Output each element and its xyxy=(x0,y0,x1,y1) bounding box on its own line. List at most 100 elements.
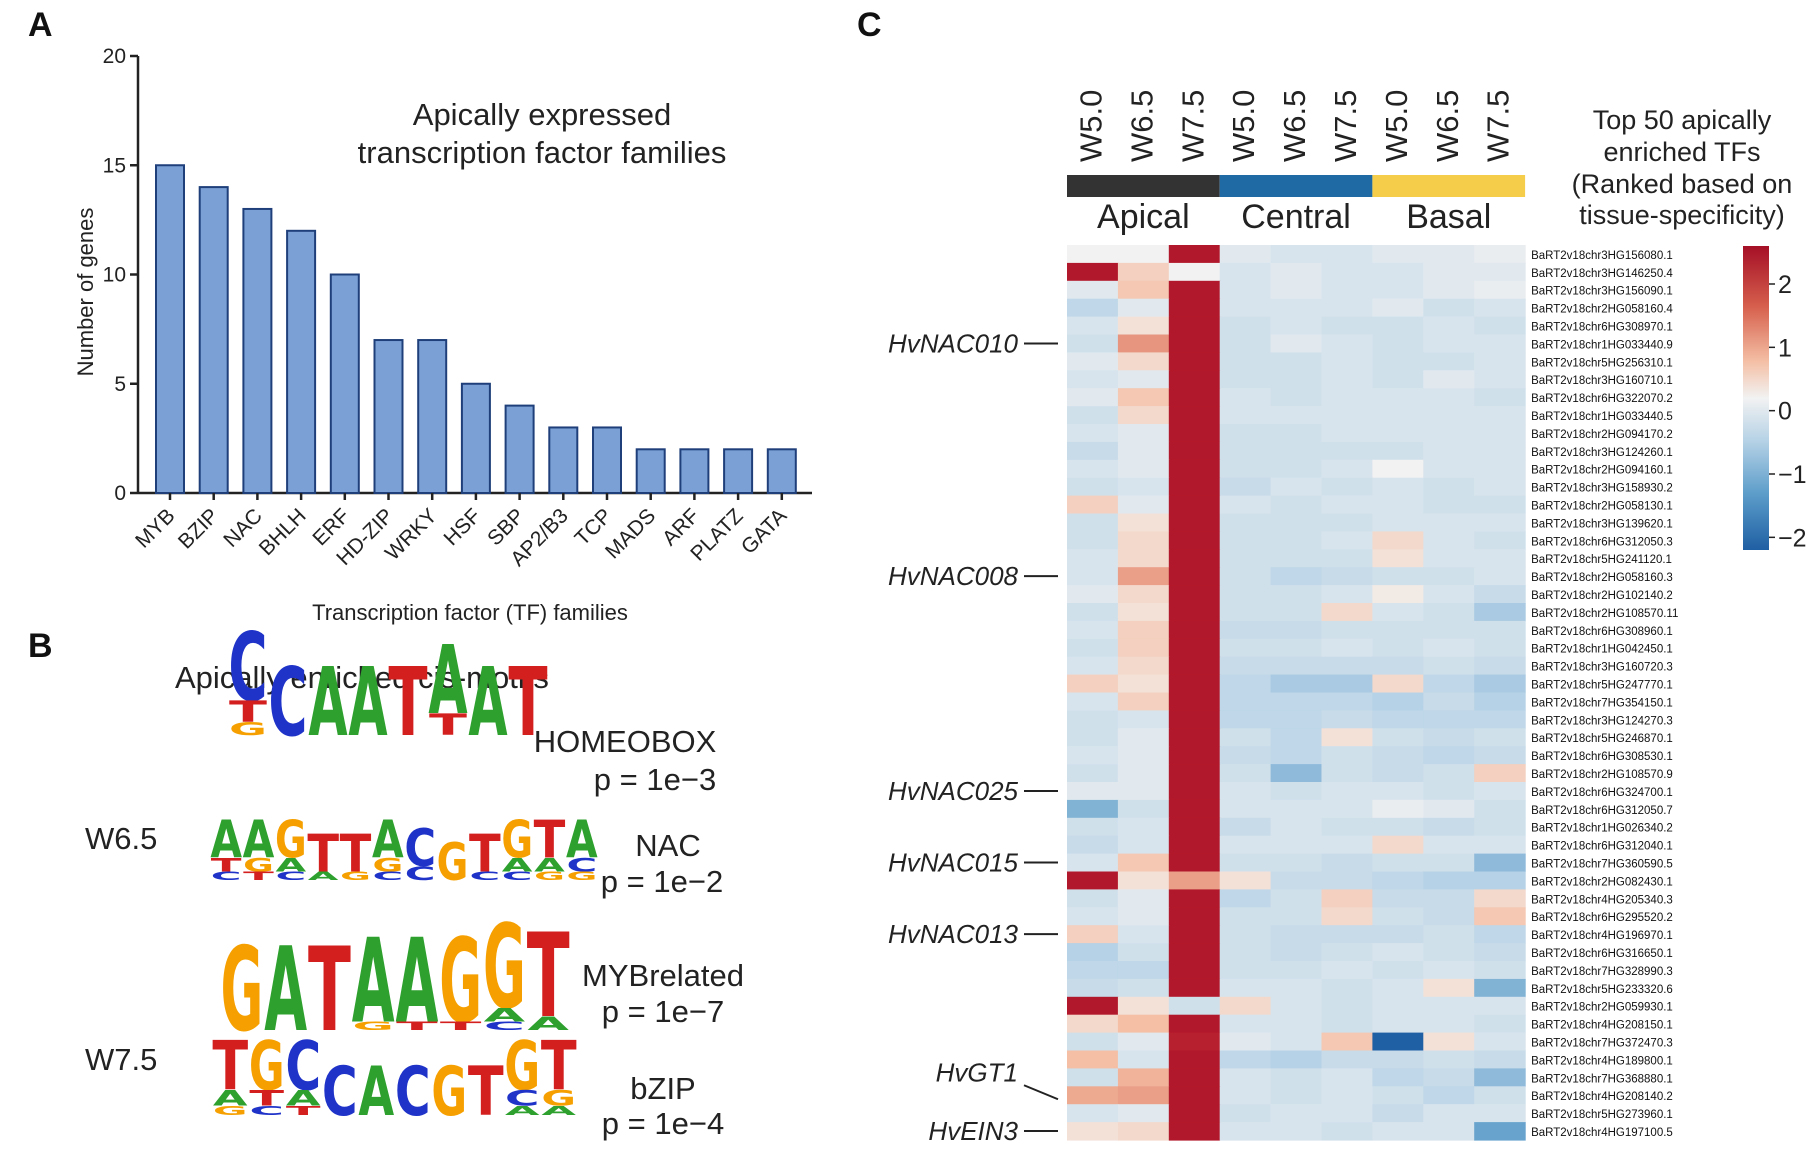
gene-annotation: HvNAC013 xyxy=(888,919,1019,949)
heatmap-cell xyxy=(1423,603,1475,622)
heatmap-cell xyxy=(1219,352,1272,371)
heatmap-row-label: BaRT2v18chr2HG102140.2 xyxy=(1531,590,1673,602)
heatmap-cell xyxy=(1372,603,1424,622)
heatmap-cell xyxy=(1474,782,1526,801)
heatmap-cell xyxy=(1117,531,1170,550)
heatmap-cell xyxy=(1117,1032,1170,1052)
heatmap-row-label: BaRT2v18chr2HG094160.1 xyxy=(1531,465,1673,477)
heatmap-cell xyxy=(1372,262,1424,282)
motif-letter-minor: A xyxy=(308,870,340,883)
heatmap-cell xyxy=(1474,262,1526,282)
heatmap-cell xyxy=(1423,656,1475,676)
heatmap-group-bars: Apical Central Basal xyxy=(1067,175,1526,236)
heatmap-cell xyxy=(1372,710,1424,729)
motif-letter-minor: A xyxy=(505,1104,540,1119)
y-tick-label: 10 xyxy=(103,264,126,287)
heatmap-cell xyxy=(1067,406,1119,425)
heatmap-cell xyxy=(1219,1050,1272,1069)
heatmap-cell xyxy=(1321,764,1373,783)
heatmap-cell xyxy=(1474,603,1526,622)
heatmap-cell xyxy=(1423,674,1475,694)
heatmap-cell xyxy=(1270,889,1323,908)
heatmap-cell xyxy=(1117,782,1170,801)
heatmap-cell xyxy=(1423,477,1475,497)
heatmap-cell xyxy=(1117,907,1170,926)
heatmap-cell xyxy=(1423,710,1475,729)
motif-letter: T xyxy=(469,825,501,885)
heatmap-cell xyxy=(1219,585,1272,604)
heatmap-cell xyxy=(1372,585,1424,604)
heatmap-row-label: BaRT2v18chr7HG360590.5 xyxy=(1531,859,1673,871)
heatmap-cell xyxy=(1372,1104,1424,1123)
heatmap-cell xyxy=(1474,280,1526,300)
heatmap-cell xyxy=(1117,334,1170,353)
heatmap-cell xyxy=(1474,549,1526,568)
heatmap-cell xyxy=(1423,388,1475,407)
heatmap-cell xyxy=(1270,1122,1323,1141)
heatmap-cell xyxy=(1067,262,1119,282)
heatmap-cell xyxy=(1219,764,1272,783)
motif-letter: T xyxy=(508,648,547,758)
heatmap-cell xyxy=(1321,495,1373,515)
heatmap-cell xyxy=(1067,585,1119,604)
y-tick-label: 15 xyxy=(103,154,126,177)
heatmap-cell xyxy=(1067,280,1119,300)
motif-letter: A xyxy=(428,626,467,736)
heatmap-cell xyxy=(1067,298,1119,318)
heatmap-cell xyxy=(1219,925,1272,944)
motif-letter: A xyxy=(358,1052,394,1131)
x-tick-label: MADS xyxy=(601,504,660,563)
heatmap-cell xyxy=(1423,692,1475,711)
heatmap-row-label: BaRT2v18chr6HG324700.1 xyxy=(1531,787,1673,799)
heatmap-cell xyxy=(1270,298,1323,318)
heatmap-cell xyxy=(1321,406,1373,425)
heatmap-cell xyxy=(1270,925,1323,944)
bar xyxy=(373,339,404,494)
annotation-line xyxy=(1023,1084,1059,1101)
gene-annotation: HvNAC025 xyxy=(888,776,1019,806)
bar-chart-y-axis-label: Number of genes xyxy=(73,208,98,377)
heatmap-cell xyxy=(1270,567,1323,586)
heatmap-cell xyxy=(1474,728,1526,747)
heatmap-row-label: BaRT2v18chr3HG139620.1 xyxy=(1531,518,1673,530)
heatmap-cell xyxy=(1474,889,1526,908)
motif-letter-minor: C xyxy=(372,870,403,883)
heatmap-row-label: BaRT2v18chr3HG124270.3 xyxy=(1531,715,1673,727)
heatmap-cell xyxy=(1321,996,1373,1016)
heatmap-cell xyxy=(1372,477,1424,497)
heatmap-cell xyxy=(1423,1122,1475,1141)
motif-letter-minor: A xyxy=(541,1104,576,1119)
heatmap-cell xyxy=(1168,978,1221,998)
heatmap-cell xyxy=(1321,1104,1373,1123)
heatmap-row-label: BaRT2v18chr3HG160720.3 xyxy=(1531,662,1673,674)
heatmap-cell xyxy=(1067,477,1119,497)
heatmap-cell xyxy=(1219,889,1272,908)
heatmap-cell xyxy=(1219,638,1272,658)
motif-stage-w75: W7.5 xyxy=(85,1042,157,1077)
heatmap-cell xyxy=(1474,1050,1526,1069)
heatmap-cell xyxy=(1168,495,1221,515)
heatmap-cell xyxy=(1117,406,1170,425)
heatmap-cell xyxy=(1117,710,1170,729)
gene-annotation: HvGT1 xyxy=(936,1057,1018,1087)
heatmap-cell xyxy=(1067,370,1119,389)
heatmap-cell xyxy=(1270,853,1323,873)
heatmap-cell xyxy=(1117,996,1170,1016)
heatmap-row-label: BaRT2v18chr6HG308530.1 xyxy=(1531,751,1673,763)
motif-letter-minor: A xyxy=(286,1086,321,1111)
heatmap-row-label: BaRT2v18chr6HG316650.1 xyxy=(1531,948,1673,960)
heatmap-cell xyxy=(1321,1086,1373,1105)
heatmap-cell xyxy=(1321,1122,1373,1141)
group-bar-apical xyxy=(1067,175,1220,197)
heatmap-cell xyxy=(1423,316,1475,336)
heatmap-row-label: BaRT2v18chr3HG146250.4 xyxy=(1531,268,1673,280)
heatmap-cell xyxy=(1168,531,1221,550)
heatmap-cell xyxy=(1067,1086,1119,1105)
heatmap-cell xyxy=(1067,1050,1119,1069)
heatmap-cell xyxy=(1168,1014,1221,1034)
heatmap-cell xyxy=(1321,799,1373,819)
motif-letter-minor: G xyxy=(534,870,565,883)
heatmap-cell xyxy=(1270,961,1323,980)
heatmap-column-header: W6.5 xyxy=(1277,90,1312,162)
heatmap-cell xyxy=(1321,1068,1373,1087)
